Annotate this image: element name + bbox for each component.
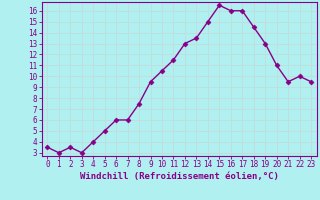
X-axis label: Windchill (Refroidissement éolien,°C): Windchill (Refroidissement éolien,°C) [80,172,279,181]
